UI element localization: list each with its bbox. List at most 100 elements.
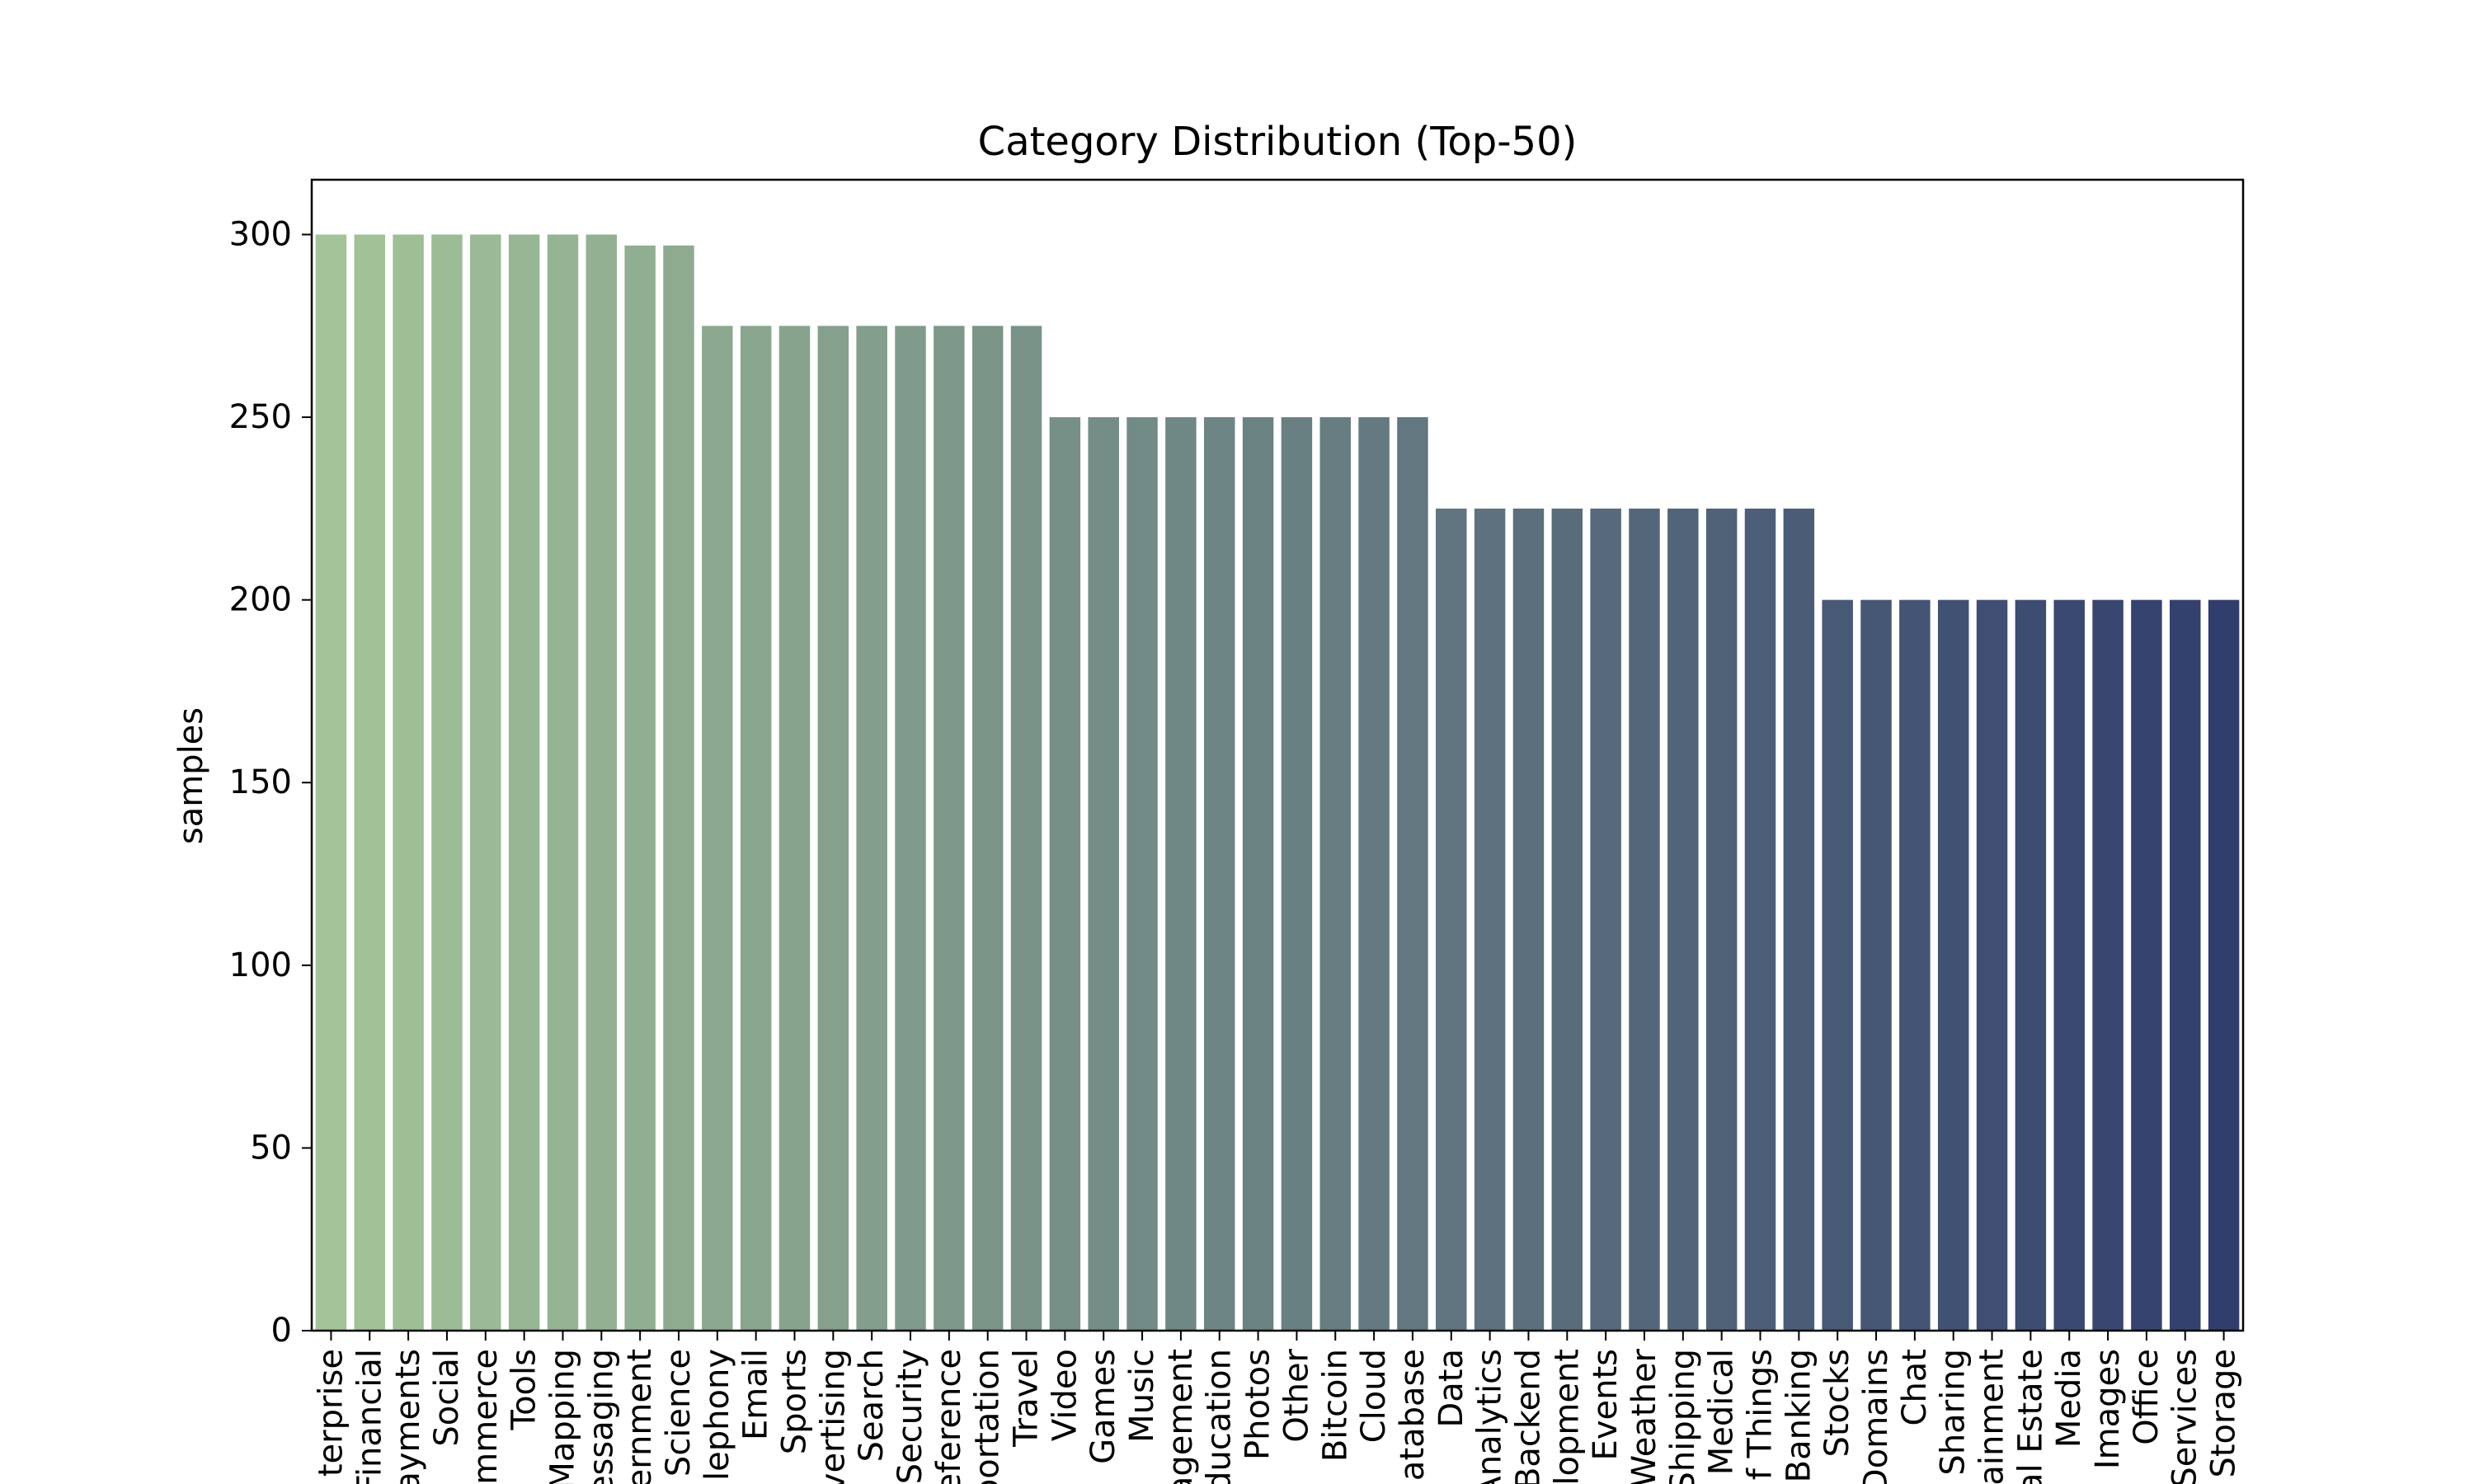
bar <box>778 326 811 1331</box>
x-tick-label: Services <box>2166 1349 2204 1484</box>
x-tick-label: Office <box>2128 1349 2166 1445</box>
bar <box>2092 599 2124 1331</box>
x-tick-label: eference <box>930 1349 968 1484</box>
x-tick-label: Music <box>1123 1349 1161 1443</box>
bar <box>740 326 772 1331</box>
bar <box>1358 417 1390 1331</box>
x-tick-label: ducation <box>1201 1349 1239 1484</box>
x-tick-label: Media <box>2050 1349 2088 1448</box>
bar <box>547 234 579 1331</box>
x-tick-label: terprise <box>312 1349 350 1477</box>
x-tick-label: Science <box>660 1349 698 1477</box>
x-tick-label: Bitcoin <box>1316 1349 1354 1462</box>
bar <box>1319 417 1351 1331</box>
bar <box>1899 599 1931 1331</box>
x-tick-label: Video <box>1046 1349 1084 1441</box>
x-tick-label: Search <box>853 1349 891 1462</box>
bar <box>856 326 887 1331</box>
x-tick-label: Cloud <box>1355 1349 1393 1443</box>
x-tick-label: Photos <box>1239 1349 1277 1460</box>
bar <box>2015 599 2047 1331</box>
x-tick-label: Banking <box>1780 1349 1818 1482</box>
bar <box>1976 599 2008 1331</box>
x-tick-label: Stocks <box>1818 1349 1856 1458</box>
x-tick-label: ainment <box>1973 1349 2011 1484</box>
y-tick-label: 50 <box>250 1129 292 1167</box>
x-tick-label: ayments <box>389 1349 427 1484</box>
x-tick-label: portation <box>969 1349 1007 1484</box>
y-tick-label: 250 <box>229 398 292 436</box>
y-axis-ticks: 0 50 100 150 200 250 300 <box>229 215 312 1350</box>
bar <box>1204 417 1235 1331</box>
x-tick-label: Storage <box>2205 1349 2243 1478</box>
x-tick-label: Financial <box>350 1349 388 1484</box>
y-axis-label: samples <box>172 707 210 844</box>
bar <box>1049 417 1081 1331</box>
y-tick-label: 0 <box>271 1312 292 1350</box>
bar <box>315 234 347 1331</box>
bar <box>470 234 501 1331</box>
bar <box>624 245 656 1331</box>
bar <box>1860 599 1892 1331</box>
bar <box>431 234 463 1331</box>
x-tick-label: lopment <box>1548 1349 1586 1484</box>
bar <box>2170 599 2201 1331</box>
x-axis-ticks: terprise Financial ayments Social mmerce Tool… <box>312 1331 2243 1484</box>
x-tick-label: Domains <box>1857 1349 1895 1484</box>
bar <box>1783 508 1815 1331</box>
bars-group <box>315 234 2240 1331</box>
bar <box>354 234 385 1331</box>
x-tick-label: Medical <box>1703 1349 1741 1475</box>
bar <box>702 326 733 1331</box>
bar <box>1667 508 1699 1331</box>
bar <box>1822 599 1853 1331</box>
bar <box>1242 417 1274 1331</box>
x-tick-label: mmerce <box>467 1349 505 1484</box>
x-tick-label: al Estate <box>2011 1349 2049 1484</box>
x-tick-label: Sports <box>776 1349 814 1454</box>
bar <box>895 326 926 1331</box>
x-tick-label: Security <box>891 1349 929 1484</box>
x-tick-label: atabase <box>1394 1349 1432 1481</box>
bar <box>934 326 965 1331</box>
bar <box>1629 508 1660 1331</box>
bar <box>1705 508 1738 1331</box>
bar <box>1088 417 1119 1331</box>
bar <box>1937 599 1969 1331</box>
x-tick-label: Chat <box>1896 1349 1934 1425</box>
x-tick-label: lephony <box>698 1349 736 1481</box>
x-tick-label: vertising <box>814 1349 852 1484</box>
x-tick-label: Travel <box>1008 1349 1046 1448</box>
x-tick-label: Tools <box>506 1349 543 1431</box>
x-tick-label: Sharing <box>1935 1349 1973 1476</box>
x-tick-label: Social <box>428 1349 466 1447</box>
bar <box>508 234 540 1331</box>
plot-frame <box>310 178 2245 1332</box>
bar <box>1744 508 1776 1331</box>
x-tick-label: essaging <box>582 1349 620 1484</box>
bar <box>1010 326 1042 1331</box>
y-tick-label: 200 <box>229 581 292 619</box>
bar <box>2208 599 2240 1331</box>
bar <box>2053 599 2085 1331</box>
chart-title: Category Distribution (Top-50) <box>978 119 1578 165</box>
bar <box>393 234 424 1331</box>
bar <box>586 234 618 1331</box>
bar <box>1590 508 1621 1331</box>
bar <box>1512 508 1545 1331</box>
bar <box>1165 417 1197 1331</box>
x-tick-label: Shipping <box>1664 1349 1702 1484</box>
x-tick-label: agement <box>1162 1349 1200 1484</box>
x-tick-label: Events <box>1587 1349 1625 1460</box>
x-tick-label: Backend <box>1509 1349 1547 1484</box>
bar <box>1474 508 1506 1331</box>
y-tick-label: 150 <box>229 763 292 801</box>
x-tick-label: f Things <box>1742 1349 1780 1480</box>
y-tick-label: 300 <box>229 215 292 253</box>
bar <box>2131 599 2162 1331</box>
bar <box>817 326 849 1331</box>
x-tick-label: Weather <box>1625 1348 1663 1484</box>
x-tick-label: Images <box>2089 1349 2127 1469</box>
x-tick-label: Other <box>1277 1348 1315 1442</box>
